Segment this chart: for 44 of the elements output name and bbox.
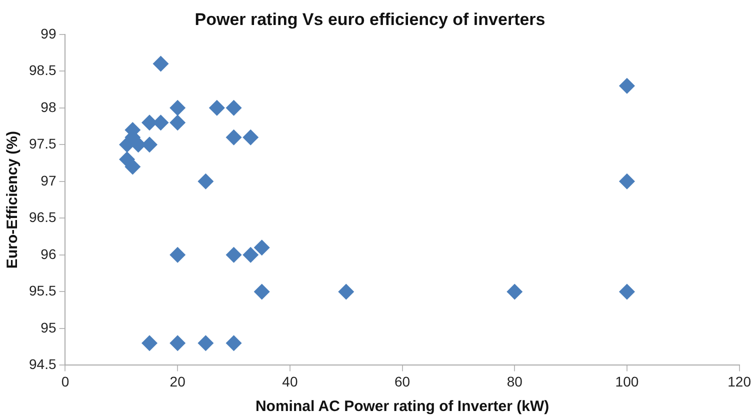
chart-title: Power rating Vs euro efficiency of inverters (194, 10, 546, 29)
x-tick-label: 100 (615, 373, 639, 390)
y-tick-label: 95 (40, 319, 56, 336)
point (226, 246, 242, 263)
point (142, 335, 158, 352)
point (506, 284, 523, 300)
point (254, 284, 270, 300)
y-tick-label: 98 (40, 98, 56, 115)
point (226, 335, 242, 352)
point (242, 129, 259, 146)
point (170, 335, 186, 352)
point (198, 173, 214, 190)
x-tick-label: 20 (170, 373, 186, 390)
y-axis-title: Euro-Efficiency (%) (4, 131, 22, 269)
x-tick-label: 80 (506, 373, 523, 390)
point (208, 100, 225, 116)
y-tick-label: 97 (40, 172, 56, 188)
y-tick-label: 99 (40, 25, 56, 42)
point (152, 56, 169, 72)
y-tick-label: 95.5 (29, 282, 56, 299)
point (618, 173, 635, 190)
x-axis-title: Nominal AC Power rating of Inverter (kW) (255, 398, 550, 416)
point (142, 136, 158, 153)
point (254, 240, 270, 256)
point (242, 246, 259, 263)
point (170, 246, 186, 263)
y-tick-label: 96.5 (29, 209, 56, 226)
x-tick-label: 0 (61, 373, 70, 390)
point (618, 284, 635, 300)
y-tick-label: 94.5 (29, 356, 56, 372)
point (124, 158, 141, 175)
y-tick-label: 96 (40, 246, 56, 262)
x-tick-label: 120 (728, 373, 752, 390)
point (198, 335, 214, 352)
x-tick-label: 40 (282, 373, 298, 390)
y-tick-label: 97.5 (29, 136, 56, 152)
x-tick-label: 60 (394, 373, 410, 390)
point (170, 114, 186, 131)
y-tick-label: 98.5 (29, 62, 56, 78)
point (338, 284, 354, 300)
point (226, 129, 242, 146)
point (170, 100, 186, 116)
point (618, 78, 635, 94)
point (226, 100, 242, 116)
